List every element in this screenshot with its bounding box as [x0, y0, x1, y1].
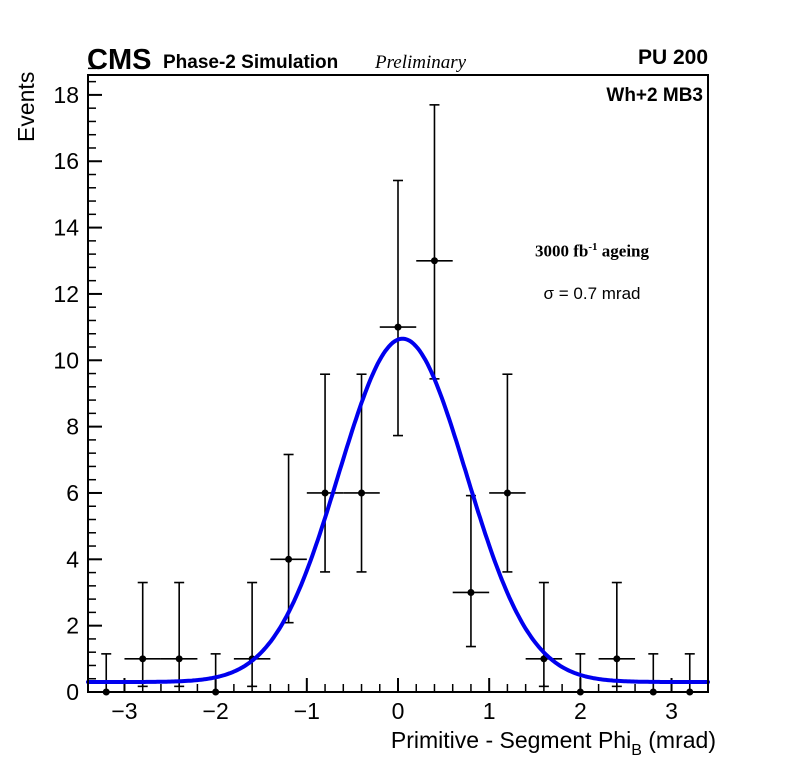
pileup-label: PU 200: [637, 46, 708, 69]
svg-text:−3: −3: [111, 698, 137, 724]
svg-text:6: 6: [66, 480, 79, 506]
simulation-label: Phase-2 Simulation: [163, 52, 339, 73]
svg-text:18: 18: [53, 82, 79, 108]
experiment-label: CMS: [87, 44, 152, 76]
chamber-region-label: Wh+2 MB3: [606, 85, 703, 106]
svg-text:−2: −2: [203, 698, 229, 724]
preliminary-label: Preliminary: [375, 52, 467, 73]
svg-text:−1: −1: [294, 698, 320, 724]
luminosity-ageing-annotation: 3000 fb-1 ageing: [535, 241, 649, 262]
ageing-annotation-base: 3000 fb: [534, 241, 589, 261]
svg-text:0: 0: [66, 679, 79, 705]
x-axis-title: Primitive - Segment PhiB (mrad): [390, 727, 716, 759]
svg-text:12: 12: [53, 281, 79, 307]
ageing-annotation-rest: ageing: [597, 241, 650, 261]
svg-text:3: 3: [665, 698, 678, 724]
y-axis-title: Events: [13, 71, 39, 142]
svg-text:14: 14: [53, 215, 79, 241]
svg-text:2: 2: [574, 698, 587, 724]
ageing-annotation-superscript: -1: [588, 241, 598, 253]
svg-text:4: 4: [66, 546, 79, 572]
svg-text:0: 0: [392, 698, 405, 724]
svg-text:2: 2: [66, 613, 79, 639]
svg-text:1: 1: [483, 698, 496, 724]
svg-text:8: 8: [66, 414, 79, 440]
x-axis-title-unit: (mrad): [641, 727, 716, 753]
x-axis-title-main: Primitive - Segment Phi: [390, 727, 632, 753]
svg-text:10: 10: [53, 347, 79, 373]
svg-text:16: 16: [53, 148, 79, 174]
x-axis-title-subscript: B: [631, 742, 642, 759]
sigma-annotation: σ = 0.7 mrad: [543, 284, 641, 303]
